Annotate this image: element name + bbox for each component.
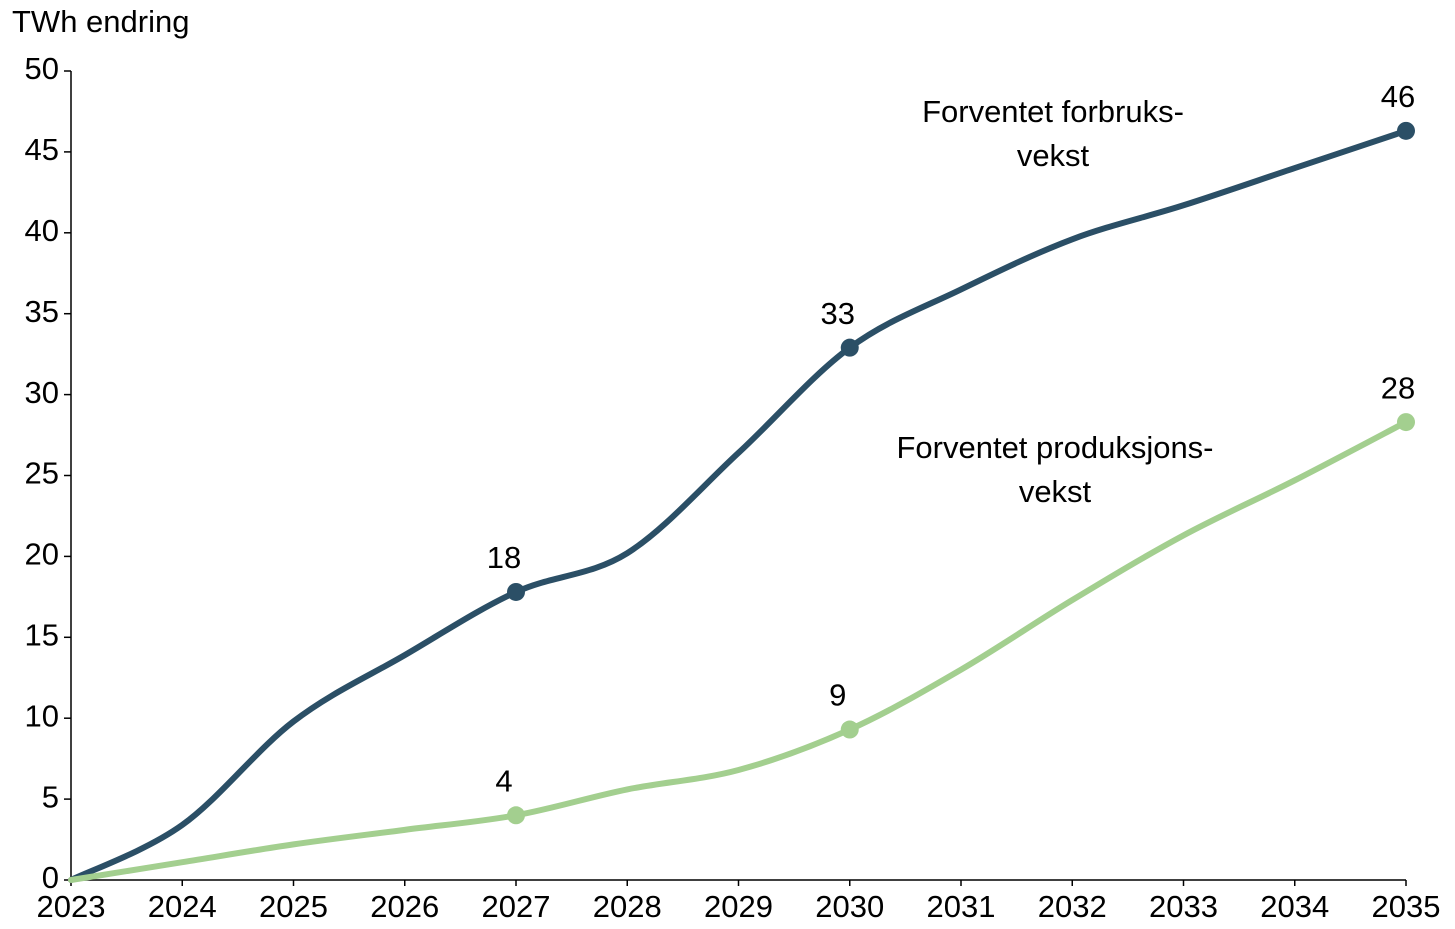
x-tick-label: 2031 [927, 889, 996, 924]
point-marker [840, 338, 859, 357]
x-tick-label: 2023 [37, 889, 106, 924]
value-label: 18 [487, 540, 521, 575]
series-line [68, 127, 1409, 883]
y-tick-label: 15 [25, 617, 59, 652]
series-annotation: vekst [1017, 138, 1090, 173]
x-tick-label: 2024 [148, 889, 217, 924]
y-tick-label: 40 [25, 213, 59, 248]
value-label: 28 [1381, 370, 1415, 405]
x-tick-label: 2032 [1038, 889, 1107, 924]
x-tick-label: 2033 [1149, 889, 1218, 924]
y-tick-label: 20 [25, 537, 59, 572]
y-tick-label: 45 [25, 132, 59, 167]
series-line [68, 419, 1409, 883]
x-tick-label: 2034 [1260, 889, 1329, 924]
y-tick-label: 0 [42, 860, 59, 895]
x-tick-label: 2028 [593, 889, 662, 924]
x-tick-label: 2035 [1372, 889, 1441, 924]
point-marker [507, 806, 525, 825]
series-annotation: Forventet produksjons- [896, 430, 1213, 465]
point-marker [1397, 121, 1415, 140]
x-tick-label: 2025 [259, 889, 328, 924]
value-label: 46 [1381, 79, 1415, 114]
x-tick-label: 2030 [815, 889, 884, 924]
series-annotation: Forventet forbruks- [922, 94, 1184, 129]
y-tick-label: 30 [25, 375, 59, 410]
value-label: 33 [821, 296, 855, 331]
value-label: 9 [829, 678, 846, 713]
point-marker [1397, 413, 1415, 432]
series-annotation: vekst [1019, 474, 1092, 509]
point-marker [840, 720, 859, 739]
y-tick-label: 5 [42, 779, 59, 814]
y-tick-label: 50 [25, 51, 59, 86]
y-tick-label: 35 [25, 294, 59, 329]
y-tick-label: 10 [25, 698, 59, 733]
point-marker [507, 582, 525, 601]
y-axis-title: TWh endring [12, 4, 189, 39]
x-tick-label: 2027 [482, 889, 551, 924]
x-tick-label: 2026 [370, 889, 439, 924]
y-tick-label: 25 [25, 456, 59, 491]
x-tick-label: 2029 [704, 889, 773, 924]
value-label: 4 [495, 763, 512, 798]
